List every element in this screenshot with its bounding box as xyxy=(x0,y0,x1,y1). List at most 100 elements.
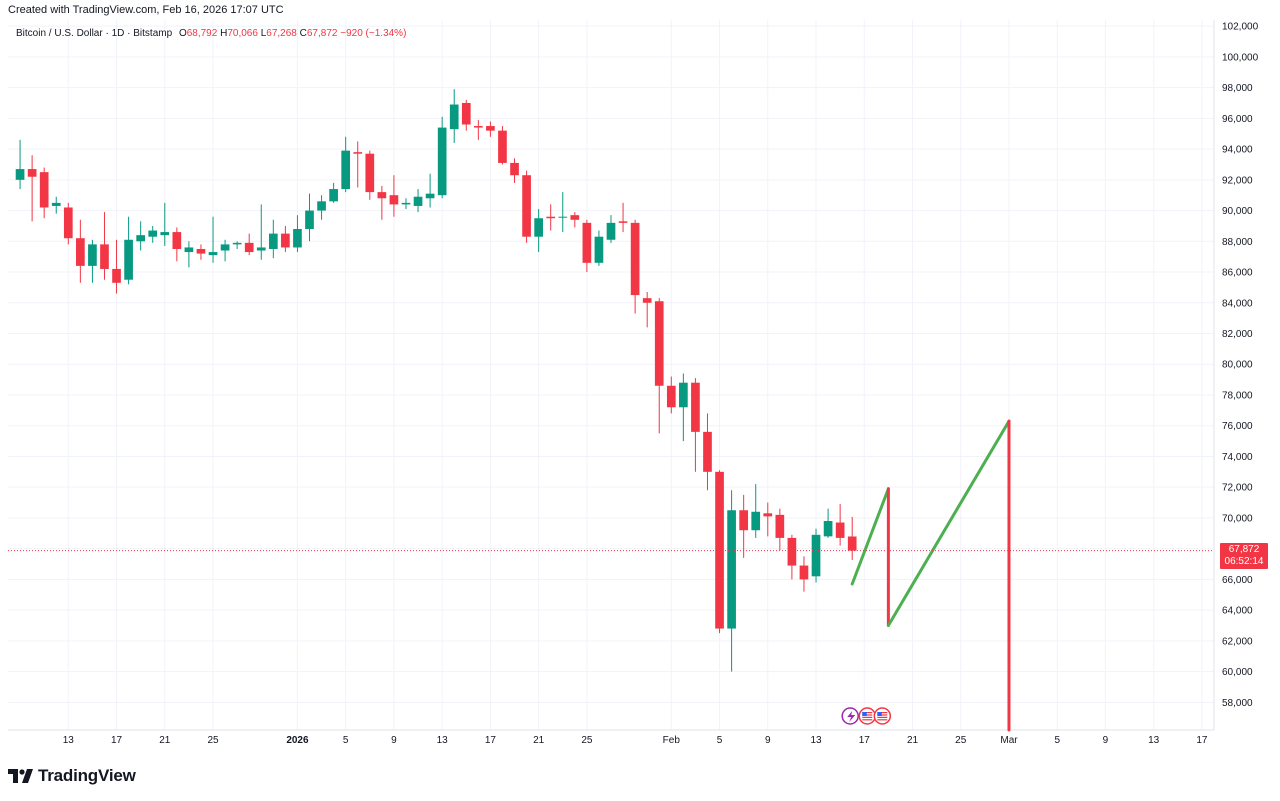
candle xyxy=(15,139,25,190)
chart-area[interactable]: 58,00060,00062,00064,00066,00068,00070,0… xyxy=(8,20,1272,750)
time-tick-label: 17 xyxy=(1196,735,1208,746)
candle xyxy=(281,225,290,253)
candle xyxy=(124,216,133,285)
time-tick-label: 21 xyxy=(533,735,545,746)
candle xyxy=(341,136,351,193)
time-tick-label: Feb xyxy=(663,735,681,746)
price-tick-label: 72,000 xyxy=(1222,483,1253,494)
candle xyxy=(486,121,495,137)
candle-body xyxy=(739,510,749,531)
candle-body xyxy=(293,229,302,248)
candle-body xyxy=(317,201,326,211)
candle xyxy=(570,212,580,228)
candle-body xyxy=(15,169,25,180)
candle-body xyxy=(473,126,483,128)
projection-path xyxy=(850,419,1011,732)
candle xyxy=(473,119,483,140)
price-tick-label: 66,000 xyxy=(1222,575,1253,586)
candle-body xyxy=(425,193,435,199)
candle-body xyxy=(184,247,194,253)
price-tick-label: 84,000 xyxy=(1222,298,1253,309)
candle xyxy=(88,239,97,283)
candle xyxy=(136,221,146,251)
candle-body xyxy=(703,431,712,472)
tradingview-wordmark: TradingView xyxy=(38,766,136,785)
candle-body xyxy=(449,104,459,130)
candle-body xyxy=(413,196,423,206)
candle xyxy=(100,212,109,280)
price-tick-label: 94,000 xyxy=(1222,145,1253,156)
price-tick-label: 88,000 xyxy=(1222,237,1253,248)
high-label: H xyxy=(220,28,228,39)
candle-body xyxy=(329,189,338,202)
chart-grid xyxy=(8,20,1214,730)
close-label: C xyxy=(299,28,307,39)
candle xyxy=(546,204,556,231)
flag-stripe xyxy=(877,719,888,721)
candle-body xyxy=(377,192,387,199)
price-tick-label: 70,000 xyxy=(1222,513,1253,524)
candle xyxy=(618,202,628,233)
candle xyxy=(606,215,616,243)
candle-body xyxy=(401,202,411,205)
event-icons xyxy=(841,707,892,725)
price-tick-label: 62,000 xyxy=(1222,636,1253,647)
time-tick-label: 13 xyxy=(437,735,449,746)
time-tick-label: Mar xyxy=(1000,735,1018,746)
candle-body xyxy=(522,175,531,237)
tradingview-brand[interactable]: TradingView xyxy=(8,765,136,787)
candle-body xyxy=(811,534,821,577)
candle-body xyxy=(775,514,785,538)
candle-body xyxy=(751,511,761,531)
candle xyxy=(449,89,459,143)
candle xyxy=(787,534,797,580)
price-tick-label: 86,000 xyxy=(1222,268,1253,279)
candle xyxy=(76,219,85,283)
candle xyxy=(63,202,73,245)
flag-canton xyxy=(862,712,867,716)
chart-legend: Bitcoin / U.S. Dollar · 1D · Bitstamp O6… xyxy=(16,28,406,39)
candle-body xyxy=(763,513,773,517)
candlestick-chart[interactable]: 58,00060,00062,00064,00066,00068,00070,0… xyxy=(8,20,1272,750)
low-label: L xyxy=(260,28,267,39)
candle xyxy=(461,99,471,131)
price-tick-label: 96,000 xyxy=(1222,114,1253,125)
time-tick-label: 17 xyxy=(111,735,123,746)
time-tick-label: 13 xyxy=(810,735,822,746)
candle-body xyxy=(51,202,61,206)
candle-body xyxy=(365,153,375,193)
candle-body xyxy=(691,382,700,432)
us-flag-icon xyxy=(873,707,892,725)
price-tick-label: 92,000 xyxy=(1222,175,1253,186)
candle xyxy=(184,241,194,268)
candle xyxy=(172,227,182,262)
candle xyxy=(715,470,724,634)
candle-body xyxy=(268,233,278,249)
candle xyxy=(353,141,363,188)
candle-body xyxy=(666,385,676,408)
candle-body xyxy=(112,268,121,283)
candle-body xyxy=(486,126,495,131)
candle xyxy=(691,378,700,472)
time-tick-label: 9 xyxy=(391,735,397,746)
candle xyxy=(847,516,857,560)
bar-countdown: 06:52:14 xyxy=(1224,556,1264,567)
candle xyxy=(666,376,676,414)
candle-body xyxy=(353,152,363,154)
candle xyxy=(256,204,266,260)
change-value: −920 (−1.34%) xyxy=(340,28,407,39)
candle xyxy=(654,298,664,434)
candle-body xyxy=(606,222,616,240)
candle xyxy=(703,413,712,491)
price-tick-label: 58,000 xyxy=(1222,698,1253,709)
candle xyxy=(293,215,302,253)
open-label: O xyxy=(178,28,187,39)
candle xyxy=(498,126,507,165)
time-tick-label: 17 xyxy=(859,735,871,746)
time-tick-label: 13 xyxy=(1148,735,1160,746)
candle-body xyxy=(305,210,314,230)
candle-body xyxy=(160,232,170,236)
candle-body xyxy=(461,102,471,125)
lightning-glyph xyxy=(847,711,856,722)
time-tick-label: 5 xyxy=(343,735,349,746)
